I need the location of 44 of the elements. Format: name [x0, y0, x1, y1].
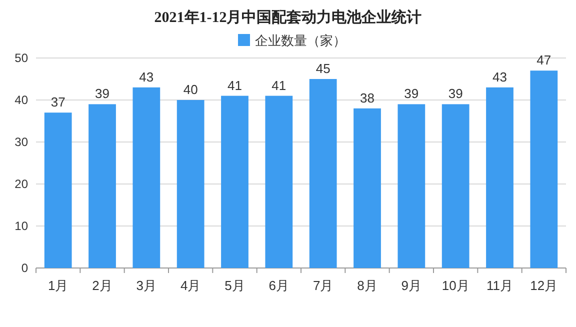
- bar: [530, 70, 558, 268]
- x-tick-label: 8月: [357, 278, 378, 293]
- x-tick-label: 1月: [48, 278, 68, 293]
- x-tick-label: 12月: [530, 278, 558, 293]
- bar: [88, 104, 116, 268]
- chart-title: 2021年1-12月中国配套动力电池企业统计: [154, 9, 422, 26]
- y-tick-label: 20: [14, 177, 28, 191]
- y-tick-label: 0: [21, 261, 28, 275]
- x-tick-label: 4月: [180, 278, 201, 293]
- data-label: 41: [272, 78, 286, 93]
- x-tick-label: 5月: [224, 278, 245, 293]
- bar: [44, 112, 72, 268]
- data-label: 47: [536, 52, 552, 68]
- data-label: 41: [228, 78, 242, 93]
- data-label: 43: [492, 69, 507, 84]
- bar: [442, 104, 470, 268]
- x-tick-label: 2月: [92, 278, 112, 293]
- bar: [176, 100, 204, 268]
- data-label: 39: [448, 86, 463, 102]
- x-tick-label: 10月: [442, 278, 470, 293]
- x-tick-label: 6月: [268, 278, 290, 293]
- y-tick-label: 30: [14, 135, 28, 149]
- data-label: 39: [404, 86, 419, 102]
- legend-label: 企业数量（家）: [255, 33, 346, 48]
- y-tick-label: 50: [14, 51, 28, 65]
- bar: [398, 104, 426, 268]
- data-label: 37: [50, 94, 66, 110]
- bar: [309, 79, 337, 268]
- x-tick-label: 3月: [136, 278, 157, 293]
- bar: [221, 96, 248, 268]
- y-tick-label: 40: [14, 93, 28, 107]
- data-label: 38: [360, 90, 374, 106]
- x-tick-label: 11月: [486, 278, 513, 293]
- data-label: 39: [95, 86, 110, 102]
- x-tick-label: 7月: [312, 278, 334, 293]
- bar: [265, 96, 293, 268]
- data-label: 40: [183, 82, 198, 97]
- bar: [132, 87, 160, 268]
- bar: [354, 108, 381, 268]
- y-tick-label: 10: [14, 219, 28, 233]
- x-tick-label: 9月: [401, 278, 422, 293]
- data-label: 45: [316, 61, 330, 76]
- data-label: 43: [139, 69, 154, 84]
- bar: [486, 87, 514, 268]
